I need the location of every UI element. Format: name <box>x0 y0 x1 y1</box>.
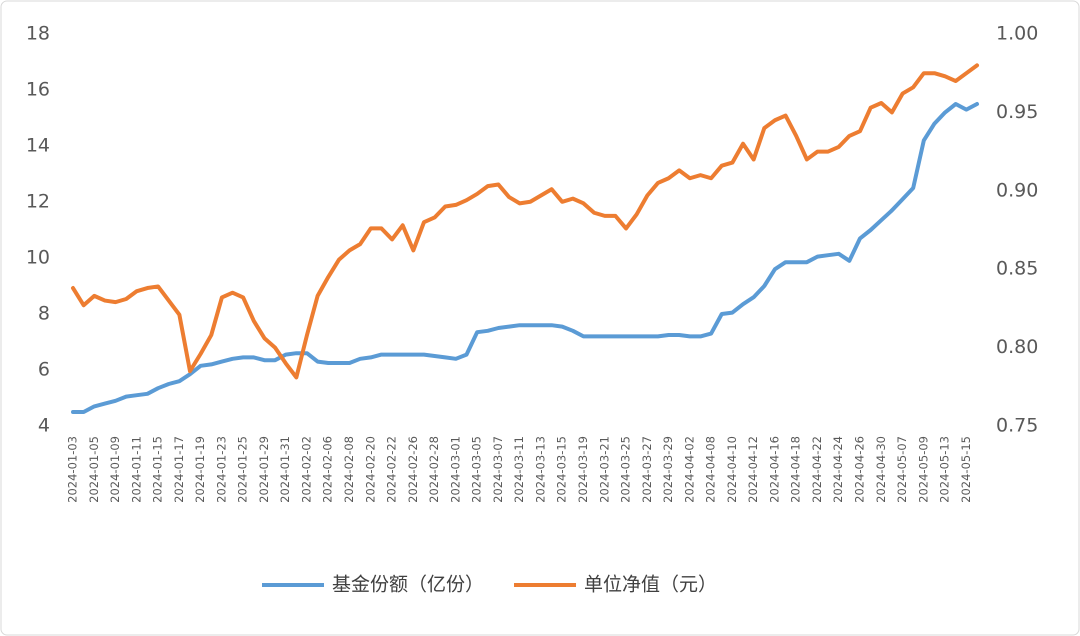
x-tick-label: 2024-01-05 <box>87 436 101 503</box>
x-tick-label: 2024-03-19 <box>576 436 590 503</box>
y-tick-label: 18 <box>26 23 50 45</box>
x-tick-label: 2024-01-09 <box>108 436 122 503</box>
x-tick-label: 2024-02-28 <box>427 436 441 503</box>
x-tick-label: 2024-04-12 <box>746 436 760 503</box>
y-tick-label: 16 <box>26 79 50 101</box>
y-tick-label: 14 <box>26 135 50 157</box>
x-tick-label: 2024-05-07 <box>895 436 909 503</box>
x-tick-label: 2024-04-18 <box>789 436 803 503</box>
y-tick-label: 10 <box>26 247 50 269</box>
x-tick-label: 2024-04-26 <box>853 436 867 503</box>
x-tick-label: 2024-02-02 <box>299 436 313 503</box>
x-tick-label: 2024-01-23 <box>214 436 228 503</box>
x-tick-label: 2024-03-07 <box>491 436 505 503</box>
x-tick-label: 2024-01-31 <box>278 436 292 503</box>
y-tick-label: 6 <box>38 359 50 381</box>
x-tick-label: 2024-02-08 <box>342 436 356 503</box>
x-tick-label: 2024-01-17 <box>172 436 186 503</box>
x-tick-label: 2024-04-16 <box>767 436 781 503</box>
x-tick-label: 2024-05-09 <box>916 436 930 503</box>
line-series <box>71 102 979 414</box>
x-tick-label: 2024-04-10 <box>725 436 739 503</box>
y2-tick-label: 0.75 <box>996 415 1038 437</box>
x-tick-label: 2024-02-06 <box>321 436 335 503</box>
x-tick-label: 2024-01-25 <box>236 436 250 503</box>
x-tick-label: 2024-02-26 <box>406 436 420 503</box>
x-tick-label: 2024-02-20 <box>363 436 377 503</box>
y2-tick-label: 0.95 <box>996 101 1038 123</box>
x-tick-label: 2024-03-25 <box>619 436 633 503</box>
x-tick-label: 2024-03-29 <box>661 436 675 503</box>
x-tick-label: 2024-03-27 <box>640 436 654 503</box>
y2-tick-label: 0.85 <box>996 258 1038 280</box>
x-tick-label: 2024-04-24 <box>831 436 845 503</box>
x-tick-label: 2024-01-11 <box>129 436 143 503</box>
y-tick-label: 8 <box>38 303 50 325</box>
x-tick-label: 2024-02-22 <box>385 436 399 503</box>
x-tick-label: 2024-05-15 <box>959 436 973 503</box>
y2-tick-label: 1.00 <box>996 23 1038 45</box>
y2-tick-label: 0.90 <box>996 179 1038 201</box>
x-tick-label: 2024-05-13 <box>938 436 952 503</box>
legend-label: 基金份额（亿份） <box>332 574 484 596</box>
x-tick-label: 2024-03-11 <box>512 436 526 503</box>
y2-tick-label: 0.80 <box>996 336 1038 358</box>
x-tick-label: 2024-04-22 <box>810 436 824 503</box>
x-tick-label: 2024-01-03 <box>66 436 80 503</box>
x-tick-label: 2024-03-21 <box>597 436 611 503</box>
x-tick-label: 2024-03-15 <box>555 436 569 503</box>
x-tick-label: 2024-03-01 <box>448 436 462 503</box>
y-tick-label: 4 <box>38 415 50 437</box>
legend-label: 单位净值（元） <box>584 574 717 596</box>
x-tick-label: 2024-04-02 <box>682 436 696 503</box>
x-tick-label: 2024-01-15 <box>151 436 165 503</box>
x-tick-label: 2024-03-05 <box>470 436 484 503</box>
x-tick-label: 2024-04-08 <box>704 436 718 503</box>
x-tick-label: 2024-04-30 <box>874 436 888 503</box>
line-series <box>71 63 979 380</box>
x-tick-label: 2024-03-13 <box>533 436 547 503</box>
x-tick-label: 2024-01-29 <box>257 436 271 503</box>
y-tick-label: 12 <box>26 191 50 213</box>
x-tick-label: 2024-01-19 <box>193 436 207 503</box>
